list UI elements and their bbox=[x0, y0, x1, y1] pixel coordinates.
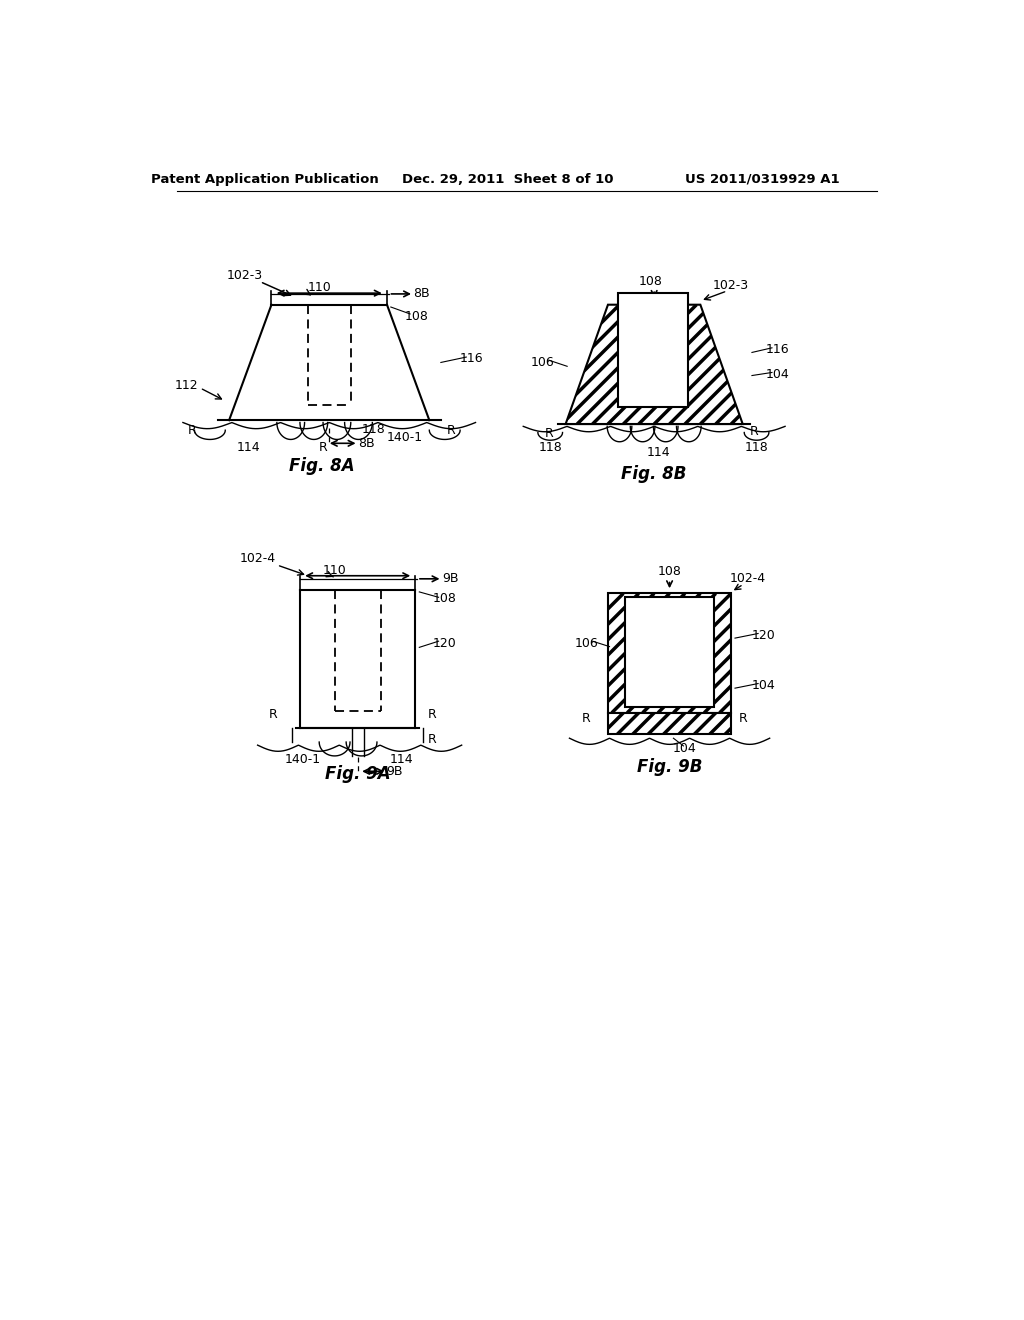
Text: US 2011/0319929 A1: US 2011/0319929 A1 bbox=[685, 173, 840, 186]
Text: 108: 108 bbox=[638, 275, 663, 288]
Text: Dec. 29, 2011  Sheet 8 of 10: Dec. 29, 2011 Sheet 8 of 10 bbox=[402, 173, 613, 186]
Text: 116: 116 bbox=[766, 343, 790, 356]
Text: 102-4: 102-4 bbox=[240, 552, 275, 565]
Text: 9B: 9B bbox=[386, 764, 402, 777]
Polygon shape bbox=[565, 305, 742, 424]
Text: 140-1: 140-1 bbox=[387, 432, 423, 445]
Text: R: R bbox=[738, 713, 748, 726]
Text: R: R bbox=[582, 713, 591, 726]
Text: 106: 106 bbox=[574, 638, 598, 649]
Polygon shape bbox=[625, 598, 714, 706]
Text: 114: 114 bbox=[390, 754, 414, 767]
Text: R: R bbox=[750, 425, 759, 438]
Text: 110: 110 bbox=[323, 564, 346, 577]
Text: 110: 110 bbox=[308, 281, 332, 294]
Text: 102-4: 102-4 bbox=[730, 572, 766, 585]
Text: 116: 116 bbox=[460, 352, 483, 366]
Text: Fig. 9A: Fig. 9A bbox=[325, 766, 390, 783]
Text: 108: 108 bbox=[657, 565, 682, 578]
Text: 118: 118 bbox=[539, 441, 562, 454]
Text: 118: 118 bbox=[744, 441, 768, 454]
Text: R: R bbox=[187, 425, 197, 437]
Text: 114: 114 bbox=[646, 446, 670, 459]
Polygon shape bbox=[608, 713, 731, 734]
Text: 8B: 8B bbox=[414, 288, 430, 301]
Text: R: R bbox=[545, 426, 553, 440]
Text: 140-1: 140-1 bbox=[285, 754, 321, 767]
Text: 8B: 8B bbox=[357, 437, 375, 450]
Text: R: R bbox=[428, 708, 437, 721]
Text: R: R bbox=[318, 441, 328, 454]
Text: 104: 104 bbox=[752, 680, 775, 693]
Text: Fig. 8B: Fig. 8B bbox=[622, 465, 687, 483]
Text: 120: 120 bbox=[752, 630, 775, 643]
Text: 118: 118 bbox=[362, 422, 386, 436]
Polygon shape bbox=[608, 594, 731, 713]
Text: R: R bbox=[446, 425, 456, 437]
Text: Fig. 9B: Fig. 9B bbox=[637, 758, 702, 776]
Text: 106: 106 bbox=[530, 356, 554, 370]
Text: 9B: 9B bbox=[442, 573, 459, 585]
Text: 108: 108 bbox=[433, 593, 457, 606]
Text: R: R bbox=[268, 708, 278, 721]
Text: 104: 104 bbox=[673, 742, 697, 755]
Text: Fig. 8A: Fig. 8A bbox=[289, 458, 354, 475]
Text: 114: 114 bbox=[237, 441, 260, 454]
Text: 112: 112 bbox=[175, 379, 199, 392]
Polygon shape bbox=[617, 293, 688, 407]
Text: 120: 120 bbox=[433, 638, 457, 649]
Text: R: R bbox=[428, 733, 437, 746]
Text: 104: 104 bbox=[766, 367, 790, 380]
Text: Patent Application Publication: Patent Application Publication bbox=[152, 173, 379, 186]
Text: 102-3: 102-3 bbox=[713, 279, 750, 292]
Text: 102-3: 102-3 bbox=[226, 269, 262, 282]
Text: 108: 108 bbox=[404, 310, 428, 323]
